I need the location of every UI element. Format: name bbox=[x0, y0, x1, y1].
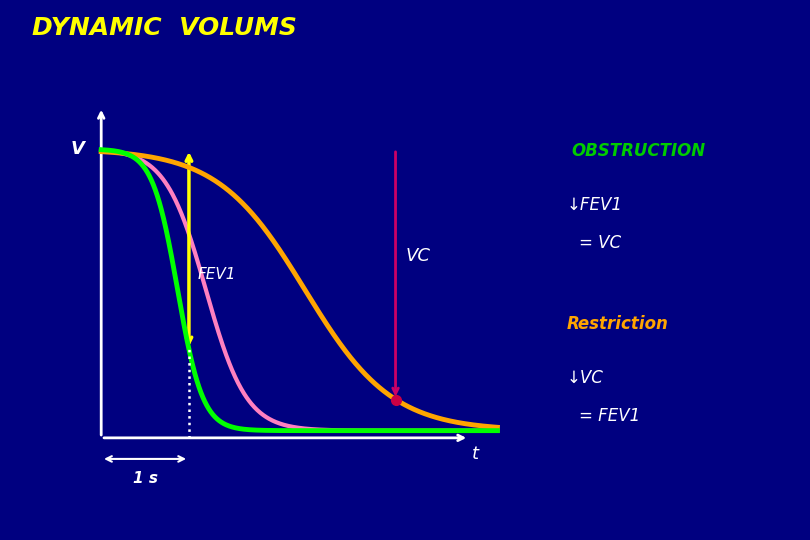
Text: Restriction: Restriction bbox=[567, 315, 669, 333]
Text: = FEV1: = FEV1 bbox=[579, 407, 641, 425]
Text: = VC: = VC bbox=[579, 234, 621, 252]
Text: OBSTRUCTION: OBSTRUCTION bbox=[571, 142, 706, 160]
Text: FEV1: FEV1 bbox=[198, 267, 236, 282]
Text: V: V bbox=[70, 140, 84, 158]
Text: ↓FEV1: ↓FEV1 bbox=[567, 196, 623, 214]
Text: VC: VC bbox=[406, 247, 431, 265]
Text: ↓VC: ↓VC bbox=[567, 369, 604, 387]
Text: 1 s: 1 s bbox=[133, 471, 158, 486]
Text: DYNAMIC  VOLUMS: DYNAMIC VOLUMS bbox=[32, 16, 297, 40]
Text: t: t bbox=[472, 445, 479, 463]
